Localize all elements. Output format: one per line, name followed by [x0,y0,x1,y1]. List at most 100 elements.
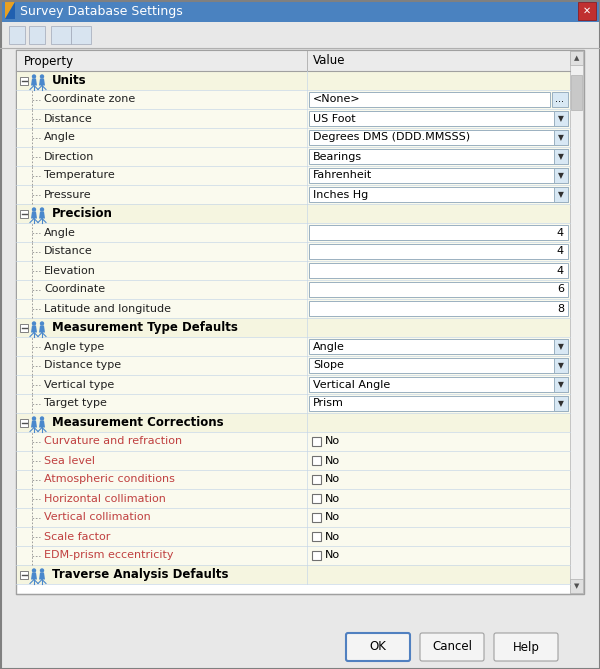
Text: Distance type: Distance type [44,361,121,371]
Polygon shape [31,421,37,427]
Polygon shape [39,211,45,219]
FancyBboxPatch shape [17,223,570,242]
FancyBboxPatch shape [17,375,570,394]
FancyBboxPatch shape [312,532,321,541]
Text: ▼: ▼ [558,380,564,389]
Text: Direction: Direction [44,151,94,161]
Text: Help: Help [512,640,539,654]
Text: ▼: ▼ [558,342,564,351]
FancyBboxPatch shape [17,394,570,413]
FancyBboxPatch shape [17,185,570,204]
Polygon shape [5,2,15,19]
FancyBboxPatch shape [309,244,568,259]
Text: Value: Value [313,54,346,68]
Polygon shape [39,421,45,427]
Text: Survey Database Settings: Survey Database Settings [20,5,183,17]
FancyBboxPatch shape [17,71,570,90]
Circle shape [32,207,36,211]
FancyBboxPatch shape [554,168,568,183]
Text: No: No [325,456,340,466]
FancyBboxPatch shape [17,356,570,375]
Text: Scale factor: Scale factor [44,531,110,541]
Text: Measurement Type Defaults: Measurement Type Defaults [52,321,238,334]
FancyBboxPatch shape [309,263,568,278]
FancyBboxPatch shape [17,470,570,489]
Text: Degrees DMS (DDD.MMSSS): Degrees DMS (DDD.MMSSS) [313,132,470,142]
FancyBboxPatch shape [0,0,600,22]
Text: Angle: Angle [44,132,76,142]
Text: <None>: <None> [313,94,361,104]
Text: ▼: ▼ [558,152,564,161]
Text: Temperature: Temperature [44,171,115,181]
Text: Distance: Distance [44,246,93,256]
FancyBboxPatch shape [17,242,570,261]
Text: Target type: Target type [44,399,107,409]
FancyBboxPatch shape [309,377,568,392]
FancyBboxPatch shape [16,50,584,594]
FancyBboxPatch shape [17,451,570,470]
Text: Fahrenheit: Fahrenheit [313,171,372,181]
FancyBboxPatch shape [20,76,28,84]
Text: Vertical type: Vertical type [44,379,114,389]
Text: ▼: ▼ [558,361,564,370]
FancyBboxPatch shape [309,149,568,164]
FancyBboxPatch shape [309,282,568,297]
FancyBboxPatch shape [17,166,570,185]
Text: EDM-prism eccentricity: EDM-prism eccentricity [44,551,173,561]
FancyBboxPatch shape [51,26,71,44]
Circle shape [40,416,44,421]
Text: Cancel: Cancel [432,640,472,654]
FancyBboxPatch shape [17,337,570,356]
FancyBboxPatch shape [309,130,568,145]
Text: OK: OK [370,640,386,654]
Circle shape [40,207,44,211]
Text: ▼: ▼ [574,583,579,589]
Text: 4: 4 [557,266,564,276]
FancyBboxPatch shape [17,508,570,527]
FancyBboxPatch shape [309,168,568,183]
FancyBboxPatch shape [571,75,582,110]
FancyBboxPatch shape [312,437,321,446]
Text: ▼: ▼ [558,190,564,199]
Text: Coordinate: Coordinate [44,284,105,294]
Text: ...: ... [556,94,565,104]
FancyBboxPatch shape [554,130,568,145]
Text: No: No [325,436,340,446]
Polygon shape [5,2,15,19]
Text: Prism: Prism [313,399,344,409]
Text: ▼: ▼ [558,399,564,408]
FancyBboxPatch shape [17,565,570,584]
Circle shape [32,321,36,326]
Text: US Foot: US Foot [313,114,355,124]
FancyBboxPatch shape [17,261,570,280]
FancyBboxPatch shape [17,318,570,337]
Text: Inches Hg: Inches Hg [313,189,368,199]
Text: Elevation: Elevation [44,266,96,276]
FancyBboxPatch shape [494,633,558,661]
Polygon shape [39,573,45,579]
FancyBboxPatch shape [554,339,568,354]
FancyBboxPatch shape [309,358,568,373]
Text: No: No [325,512,340,522]
Text: Horizontal collimation: Horizontal collimation [44,494,166,504]
Text: No: No [325,494,340,504]
Text: No: No [325,531,340,541]
FancyBboxPatch shape [17,109,570,128]
Text: ✕: ✕ [583,6,591,16]
FancyBboxPatch shape [20,571,28,579]
FancyBboxPatch shape [309,111,568,126]
Text: Vertical Angle: Vertical Angle [313,379,390,389]
FancyBboxPatch shape [346,633,410,661]
Text: ▼: ▼ [558,114,564,123]
FancyBboxPatch shape [29,26,45,44]
Text: No: No [325,551,340,561]
Text: Sea level: Sea level [44,456,95,466]
FancyBboxPatch shape [17,280,570,299]
FancyBboxPatch shape [17,527,570,546]
Circle shape [40,74,44,79]
FancyBboxPatch shape [0,22,600,48]
Text: ▼: ▼ [558,133,564,142]
Text: ▼: ▼ [558,171,564,180]
FancyBboxPatch shape [17,413,570,432]
Text: Atmospheric conditions: Atmospheric conditions [44,474,175,484]
